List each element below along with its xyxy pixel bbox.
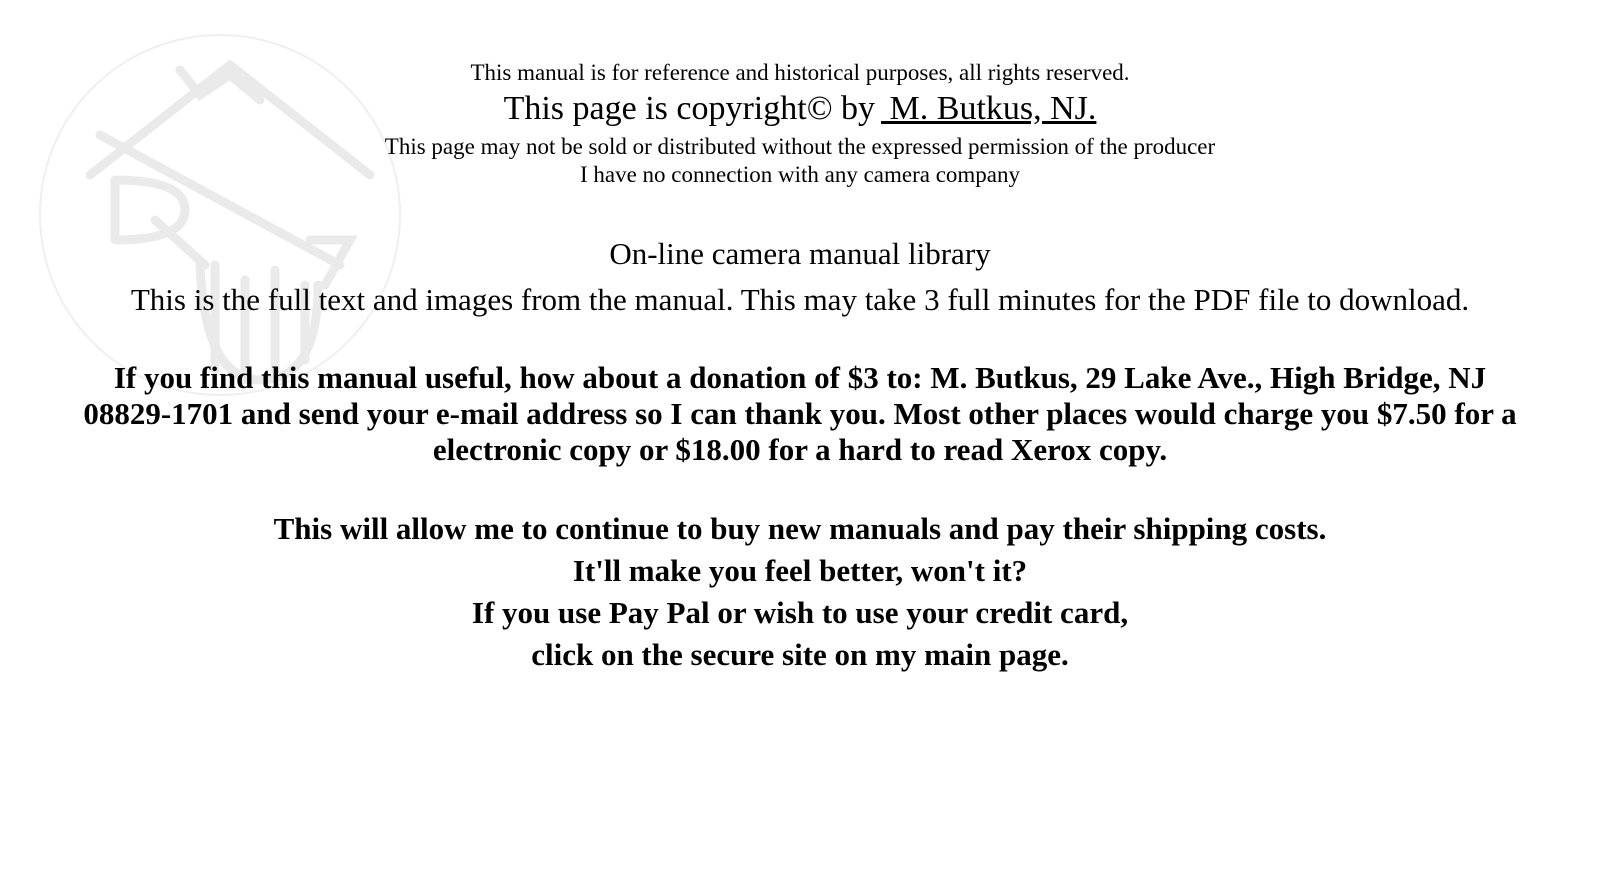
- closing-line-3: If you use Pay Pal or wish to use your c…: [60, 592, 1540, 634]
- distribution-text: This page may not be sold or distributed…: [60, 134, 1540, 160]
- connection-text: I have no connection with any camera com…: [60, 162, 1540, 188]
- library-title: On-line camera manual library: [60, 236, 1540, 272]
- donation-text: If you find this manual useful, how abou…: [60, 360, 1540, 468]
- library-description: This is the full text and images from th…: [60, 282, 1540, 318]
- closing-line-4: click on the secure site on my main page…: [60, 634, 1540, 676]
- document-content: This manual is for reference and histori…: [0, 0, 1600, 675]
- closing-line-2: It'll make you feel better, won't it?: [60, 550, 1540, 592]
- author-link[interactable]: M. Butkus, NJ.: [875, 90, 1096, 127]
- reference-text: This manual is for reference and histori…: [60, 60, 1540, 86]
- copyright-prefix: This page is copyright© by: [504, 90, 875, 127]
- closing-line-1: This will allow me to continue to buy ne…: [60, 508, 1540, 550]
- closing-block: This will allow me to continue to buy ne…: [60, 508, 1540, 675]
- copyright-line: This page is copyright© by M. Butkus, NJ…: [60, 90, 1540, 128]
